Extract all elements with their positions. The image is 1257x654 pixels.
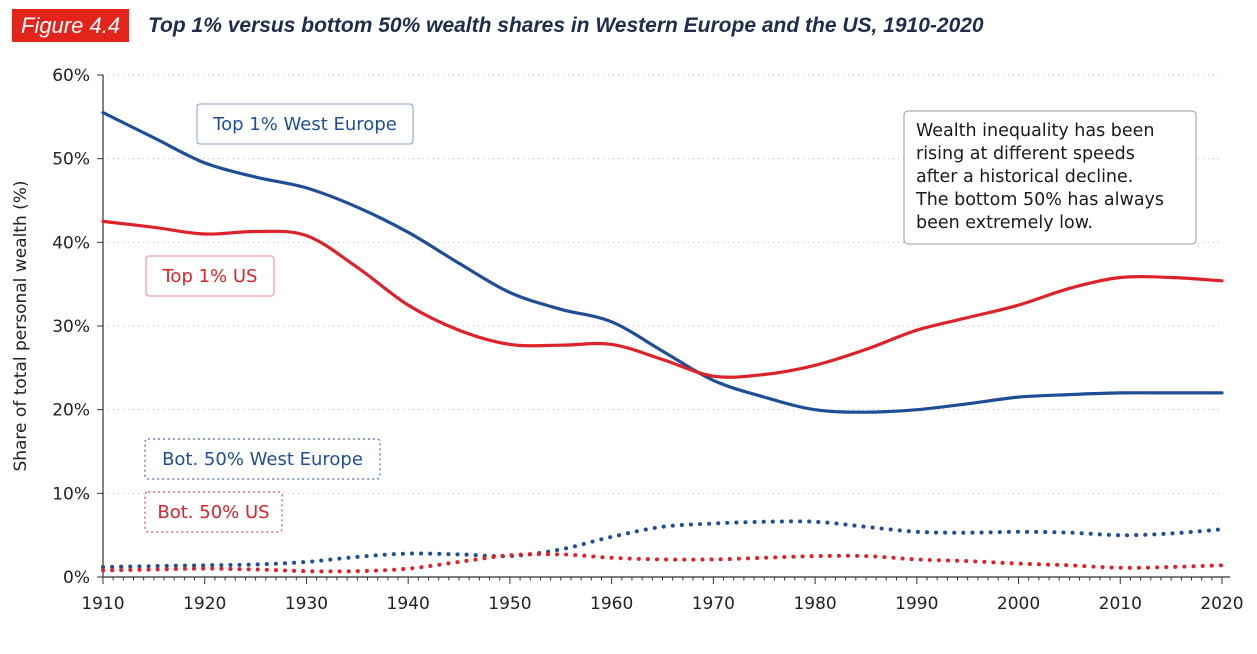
x-tick-label: 1910	[81, 594, 124, 614]
series-label: Bot. 50% West Europe	[162, 449, 363, 470]
series-label-box	[145, 255, 275, 297]
x-tick-label: 1930	[285, 594, 328, 614]
y-tick-label: 40%	[52, 233, 90, 253]
annotation-text-line: rising at different speeds	[916, 144, 1135, 164]
series-label-box	[144, 491, 283, 533]
annotation-box	[903, 110, 1197, 245]
series-line-3	[101, 519, 1224, 569]
series-line-1	[101, 111, 1224, 414]
annotation-text-line: been extremely low.	[916, 213, 1093, 233]
annotation-text-line: after a historical decline.	[916, 167, 1133, 187]
annotation-text-line: The bottom 50% has always	[915, 190, 1164, 210]
series-label-box	[144, 438, 381, 480]
y-tick-label: 0%	[63, 568, 90, 588]
x-tick-label: 2000	[997, 594, 1040, 614]
x-tick-label: 1990	[895, 594, 938, 614]
x-tick-label: 1920	[183, 594, 226, 614]
x-tick-label: 1940	[387, 594, 430, 614]
series-line-4	[101, 552, 1224, 574]
annotation-text-line: Wealth inequality has been	[916, 121, 1155, 141]
y-tick-label: 50%	[52, 150, 90, 170]
figure-title: Top 1% versus bottom 50% wealth shares i…	[148, 14, 984, 37]
figure-label: Figure 4.4	[12, 9, 130, 42]
series-label: Bot. 50% US	[157, 502, 269, 523]
y-tick-label: 60%	[52, 66, 90, 86]
series-label-box	[196, 103, 414, 145]
x-tick-label: 2020	[1200, 594, 1243, 614]
x-tick-label: 1970	[692, 594, 735, 614]
x-tick-label: 1980	[793, 594, 836, 614]
x-tick-label: 1950	[488, 594, 531, 614]
series-label: Top 1% West Europe	[212, 114, 397, 135]
y-tick-label: 30%	[52, 317, 90, 337]
x-tick-label: 2010	[1099, 594, 1142, 614]
y-tick-label: 20%	[52, 401, 90, 421]
y-axis-label: Share of total personal wealth (%)	[11, 180, 31, 471]
x-tick-label: 1960	[590, 594, 633, 614]
series-label: Top 1% US	[162, 266, 258, 287]
y-tick-label: 10%	[52, 484, 90, 504]
series-line-2	[101, 219, 1224, 379]
